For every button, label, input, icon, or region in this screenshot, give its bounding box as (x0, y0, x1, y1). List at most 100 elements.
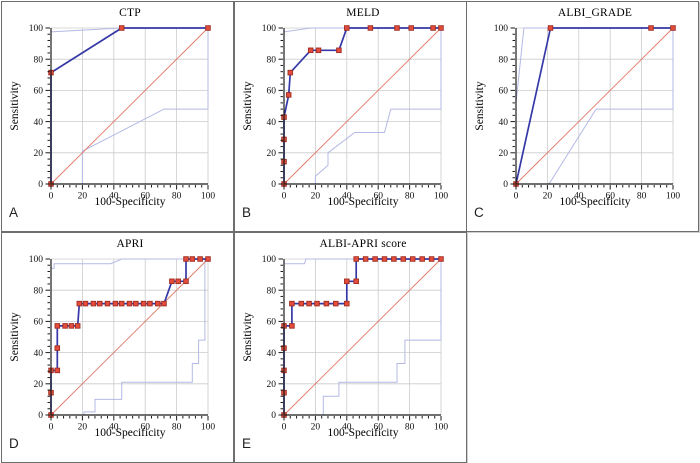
roc-marker (391, 256, 397, 262)
roc-marker (285, 92, 292, 98)
roc-marker (133, 300, 139, 307)
panel-letter: C (474, 205, 484, 220)
y-tick-label: 40 (34, 118, 44, 128)
y-axis-label: Sensitivity (242, 312, 254, 362)
roc-marker (183, 278, 189, 285)
roc-marker (82, 300, 89, 307)
panel-meld: 0 0 20 20 40 40 60 60 80 80 100 100 MELD Sensitivit… (234, 1, 467, 232)
roc-marker (112, 300, 119, 307)
panel-ctp: 0 0 20 20 40 40 60 60 80 80 100 100 CTP Sensitivity… (1, 1, 234, 232)
x-axis-label: 100-Specificity (327, 427, 399, 439)
x-tick-label: 100 (434, 192, 449, 202)
roc-marker (307, 47, 314, 54)
panel-apri: 0 0 20 20 40 40 60 60 80 80 100 100 APRI Sensitivit… (1, 232, 234, 463)
roc-marker (287, 69, 294, 76)
roc-marker (54, 345, 61, 351)
roc-marker (362, 256, 369, 262)
roc-marker (353, 256, 359, 262)
y-tick-label: 100 (29, 24, 44, 34)
roc-marker (126, 300, 133, 307)
roc-marker (306, 300, 312, 307)
chart-title: MELD (346, 7, 380, 19)
x-axis-label: 100-Specificity (94, 427, 166, 439)
x-tick-label: 40 (342, 192, 352, 202)
x-tick-label: 80 (172, 423, 182, 433)
x-tick-label: 60 (605, 192, 615, 202)
panel-albi-grade: 0 0 20 20 40 40 60 60 80 80 100 100 ALBI_GRADE Sens… (466, 1, 699, 232)
y-axis-label: Sensitivity (242, 81, 254, 131)
roc-curve (515, 27, 673, 185)
roc-marker (118, 25, 125, 31)
y-tick-label: 40 (267, 349, 277, 359)
x-tick-label: 60 (373, 192, 383, 202)
x-tick-label: 0 (282, 423, 287, 433)
x-tick-label: 60 (140, 423, 150, 433)
x-tick-label: 40 (109, 423, 119, 433)
x-tick-label: 0 (514, 192, 519, 202)
roc-marker (298, 300, 305, 307)
y-tick-label: 60 (267, 318, 277, 328)
x-tick-label: 20 (311, 192, 321, 202)
y-tick-label: 0 (271, 180, 276, 190)
panel-letter: E (242, 436, 252, 451)
x-tick-label: 0 (282, 192, 287, 202)
y-tick-label: 60 (499, 87, 509, 97)
x-tick-label: 60 (140, 192, 150, 202)
roc-plot-albi-apri-score: 00 20 20 40 40 60 60 80 80 100 100 (262, 255, 449, 433)
roc-marker (54, 367, 61, 374)
roc-marker (314, 300, 320, 307)
panel-letter: B (242, 205, 252, 220)
x-tick-label: 80 (637, 192, 647, 202)
y-tick-label: 80 (267, 286, 277, 296)
y-tick-label: 20 (34, 149, 44, 159)
roc-marker (381, 256, 388, 262)
y-tick-label: 0 (503, 180, 508, 190)
y-tick-label: 40 (34, 349, 44, 359)
roc-plot-albi-grade: 00 20 20 40 40 60 60 80 80 100 100 (494, 24, 681, 202)
roc-marker (344, 300, 350, 307)
roc-marker (205, 256, 211, 262)
roc-plot-apri: 00 20 20 40 40 60 60 80 80 100 100 (29, 255, 216, 433)
reference-diagonal (50, 258, 209, 416)
roc-marker (315, 47, 322, 54)
roc-marker (76, 300, 83, 307)
roc-marker (353, 278, 359, 285)
chart-title: CTP (119, 7, 141, 19)
x-tick-label: 20 (311, 423, 321, 433)
y-tick-label: 80 (34, 286, 44, 296)
roc-marker (104, 300, 111, 307)
roc-marker (438, 25, 444, 31)
x-tick-label: 0 (49, 192, 54, 202)
roc-marker (205, 25, 211, 31)
x-tick-label: 20 (78, 423, 88, 433)
roc-marker (161, 300, 167, 307)
ci-lower-line (284, 259, 442, 416)
roc-marker (547, 25, 554, 31)
x-axis-label: 100-Specificity (559, 196, 631, 208)
chart-title: APRI (116, 238, 144, 250)
roc-marker (147, 300, 153, 307)
y-tick-label: 0 (271, 411, 276, 421)
y-tick-label: 20 (267, 380, 277, 390)
roc-marker (336, 47, 342, 54)
roc-marker (90, 300, 97, 307)
roc-marker (175, 278, 181, 285)
roc-marker (394, 25, 400, 31)
x-tick-label: 100 (666, 192, 681, 202)
ci-lower-line (51, 258, 208, 416)
reference-diagonal (50, 27, 209, 185)
reference-diagonal (283, 27, 442, 185)
roc-marker (96, 300, 103, 307)
roc-plot-ctp: 00 20 20 40 40 60 60 80 80 100 100 (29, 24, 216, 202)
x-axis-label: 100-Specificity (94, 196, 166, 208)
roc-marker (197, 256, 203, 262)
y-tick-label: 60 (34, 87, 44, 97)
x-axis-label: 100-Specificity (327, 196, 399, 208)
reference-diagonal (515, 27, 674, 185)
y-tick-label: 0 (38, 180, 43, 190)
y-tick-label: 100 (29, 255, 44, 265)
y-tick-label: 80 (34, 55, 44, 65)
roc-marker (169, 278, 175, 285)
y-tick-label: 60 (267, 87, 277, 97)
roc-marker (648, 25, 654, 31)
